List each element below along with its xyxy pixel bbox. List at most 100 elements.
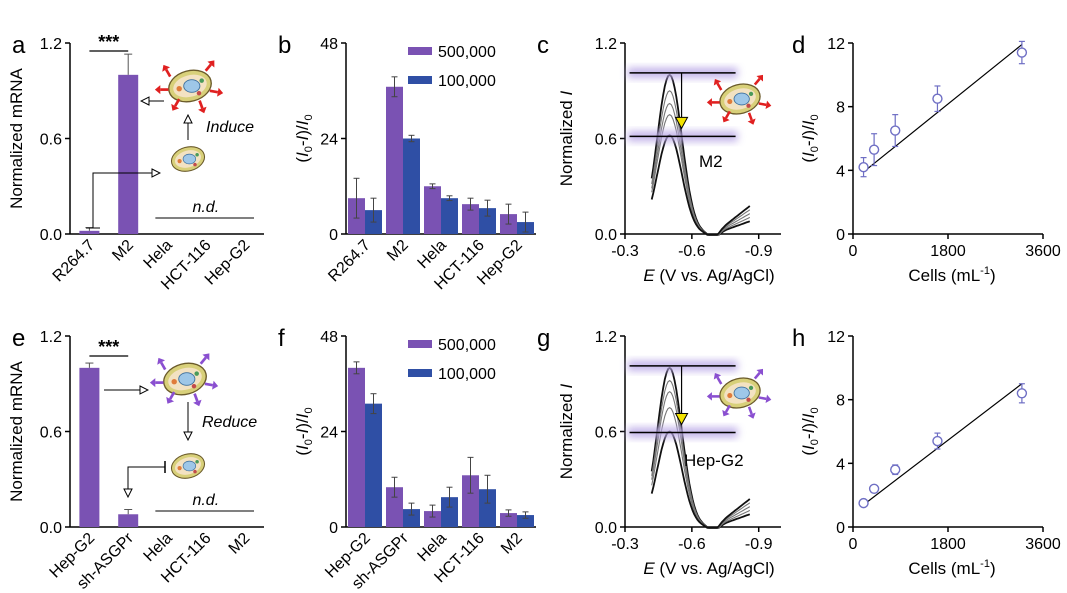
x-tick-label: 3600 [1025,243,1061,260]
y-axis-label: Normalized I [557,91,576,187]
receptor-head [207,60,215,68]
x-tick-label: -0.9 [745,243,773,260]
y-tick-label: 8 [836,393,845,410]
panel-label: g [537,325,550,352]
panel-label: f [278,325,285,352]
y-tick-label: 0 [329,227,338,244]
x-tick-label: 3600 [1025,536,1061,553]
receptor-stem [758,102,767,107]
fit-line [863,44,1023,173]
bar [517,515,534,527]
x-tick-label: Hela [141,530,176,565]
y-axis-label: Normalized mRNA [7,360,26,501]
receptor-stem [747,112,753,121]
y-axis-label-styled: (I0-I)/I0 [799,407,821,455]
x-tick-label: M2 [109,237,137,265]
receptor-head [722,409,730,417]
bar [118,74,139,234]
y-tick-label: 1.2 [595,36,617,53]
organelle [196,90,202,96]
receptor [706,98,720,107]
receptor-head [706,98,712,107]
x-tick-label: Hela [141,237,176,272]
y-tick-label: 0 [329,520,338,537]
bar [365,403,382,527]
panel-label: d [792,32,805,59]
receptor [758,100,772,110]
receptor-head [217,87,224,97]
to-cell-arrow [92,173,160,228]
y-axis-label-styled: (I0-I)/I0 [293,407,315,455]
bar [403,138,420,234]
panel-label: h [792,325,805,352]
receptor [198,100,207,114]
receptor [753,74,764,86]
data-point [868,144,880,155]
bar [479,208,496,234]
receptor-stem [204,63,212,72]
y-axis-label: Normalized I [557,384,576,480]
x-tick-label: M2 [384,237,412,265]
cell-icon [170,453,206,479]
receptor-stem [716,82,723,91]
cell-icon [170,146,206,172]
organelle [193,469,197,474]
y-tick-label: 48 [320,329,338,346]
receptor [753,368,764,380]
nd-label: n.d. [192,492,219,509]
legend-label: 100,000 [438,73,496,90]
y-tick-label: 4 [836,163,845,180]
bar [424,186,441,234]
receptor-stem [716,376,723,385]
receptor-stem [164,68,172,78]
significance-marker: *** [98,32,119,52]
y-tick-label: 1.2 [40,36,62,53]
receptor-head [765,100,772,110]
organelle [191,383,197,389]
y-tick-label: 0.6 [40,425,62,442]
receptor [157,357,167,371]
bar [386,86,403,234]
panel-f: 02448(I0-I)/I0(I0-I)/I0Hep-G2sh-ASGPrHel… [293,329,536,593]
bar [118,514,139,527]
organelle [177,466,182,471]
x-axis-label-styled: Cells (mL-1) [908,265,995,285]
receptor-stem [159,361,167,371]
y-tick-label: 0.6 [595,425,617,442]
panel-g: 0.0 0.6 1.2 -0.3 -0.6 -0.9 Normalized I E (V vs… [557,329,781,578]
x-tick-label: -0.9 [745,536,773,553]
cell-icon [154,60,224,114]
panel-label: e [12,325,25,352]
receptor [204,380,219,390]
x-tick-label: 1800 [930,536,966,553]
cell-nucleus [733,92,750,106]
receptor [713,373,723,385]
receptor-head [747,118,756,125]
y-tick-label: 0.6 [595,132,617,149]
receptor-head [171,103,180,111]
x-axis-label-styled: Cells (mL-1) [908,558,995,578]
cell-label: M2 [699,152,723,171]
receptor-head [198,106,207,114]
receptor-head [154,85,161,95]
organelle [748,91,754,97]
nd-label: n.d. [192,199,219,216]
reduce-label: Reduce [202,414,257,431]
receptor-stem [173,98,181,107]
organelle [727,99,733,105]
y-tick-label: 24 [320,132,338,149]
x-tick-label: R264.7 [325,237,374,286]
receptor [747,112,756,125]
receptor-stem [753,371,761,380]
cell-icon [149,353,219,407]
receptor [713,79,723,91]
y-tick-label: 0.0 [595,520,617,537]
receptor-head [706,392,712,401]
legend-swatch [408,369,432,377]
bar [348,367,365,527]
